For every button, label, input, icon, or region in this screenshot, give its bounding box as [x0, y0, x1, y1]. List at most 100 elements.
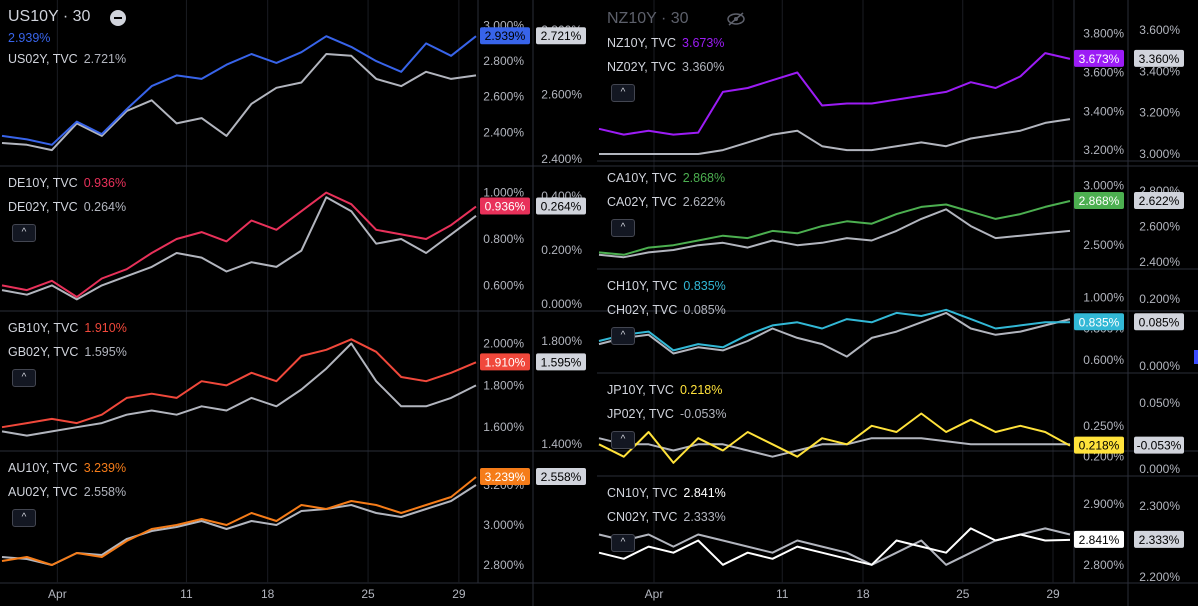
left-axis-label-CA10Y-0: 3.000% — [1083, 178, 1124, 192]
right-symbol-title[interactable]: NZ10Y · 30 — [607, 10, 689, 27]
legend-nz10y[interactable]: NZ10Y, TVC 3.673% — [607, 36, 724, 51]
price-tag-text-ch10y: 0.835% — [1079, 315, 1120, 329]
x-tick-label-left-4: 29 — [452, 587, 466, 601]
series-line-ch02y[interactable] — [598, 311, 1071, 358]
legend-cn10y[interactable]: CN10Y, TVC 2.841% — [607, 486, 726, 501]
legend-name: AU10Y, TVC — [8, 461, 78, 475]
collapse-button-gb10y[interactable]: ^ — [12, 369, 36, 387]
price-tag-cn10y — [1074, 530, 1124, 548]
price-tag-text-de10y: 0.936% — [485, 200, 526, 214]
series-line-au10y[interactable] — [1, 476, 477, 566]
legend-value: 0.218% — [679, 383, 723, 397]
legend-value: 0.936% — [83, 176, 127, 190]
series-line-cn10y[interactable] — [598, 527, 1071, 566]
right-axis-label-CN10Y-1: 2.200% — [1139, 570, 1180, 584]
price-tag-2y-text-nz10y: 3.360% — [1139, 52, 1180, 66]
right-axis-label-NZ10Y-3: 3.000% — [1139, 147, 1180, 161]
series-line-ch10y[interactable] — [598, 308, 1070, 352]
legend-nz02y[interactable]: NZ02Y, TVC 3.360% — [607, 60, 724, 75]
left-axis-label-GB10Y-0: 2.000% — [483, 336, 524, 350]
collapse-button-cn10y[interactable]: ^ — [611, 534, 635, 552]
legend-name: CH10Y, TVC — [607, 279, 678, 293]
right-axis-label-US10Y-2: 2.400% — [541, 152, 582, 166]
series-line-de02y[interactable] — [1, 196, 477, 301]
legend-au02y[interactable]: AU02Y, TVC 2.558% — [8, 485, 126, 500]
legend-ca10y[interactable]: CA10Y, TVC 2.868% — [607, 171, 725, 186]
collapse-button-au10y[interactable]: ^ — [12, 509, 36, 527]
left-axis-label-US10Y-2: 2.600% — [483, 90, 524, 104]
price-tag-2y-text-au10y: 2.558% — [541, 470, 582, 484]
left-current-value: 2.939% — [8, 31, 51, 45]
left-axis-label-CA10Y-1: 2.500% — [1083, 238, 1124, 252]
legend-name: CN02Y, TVC — [607, 510, 678, 524]
right-axis-label-GB10Y-1: 1.400% — [541, 437, 582, 451]
series-line-ca02y[interactable] — [598, 208, 1071, 259]
legend-us02y[interactable]: US02Y, TVC 2.721% — [8, 52, 126, 67]
right-axis-label-NZ10Y-2: 3.200% — [1139, 106, 1180, 120]
legend-jp10y[interactable]: JP10Y, TVC 0.218% — [607, 383, 722, 398]
price-tag-2y-text-cn10y: 2.333% — [1139, 533, 1180, 547]
legend-name: JP02Y, TVC — [607, 407, 674, 421]
collapse-button-jp10y[interactable]: ^ — [611, 431, 635, 449]
price-tag-2y-nz10y — [1134, 49, 1184, 67]
legend-de02y[interactable]: DE02Y, TVC 0.264% — [8, 200, 126, 215]
x-tick-label-left-3: 25 — [361, 587, 375, 601]
left-axis-label-DE10Y-1: 0.800% — [483, 232, 524, 246]
price-tag-2y-de10y — [536, 197, 586, 215]
legend-au10y[interactable]: AU10Y, TVC 3.239% — [8, 461, 126, 476]
legend-value: 2.558% — [83, 485, 127, 499]
legend-value: 3.673% — [682, 36, 725, 50]
legend-value: 2.721% — [83, 52, 127, 66]
price-tag-2y-cn10y — [1134, 530, 1184, 548]
legend-name: NZ10Y, TVC — [607, 36, 677, 50]
collapse-button-ch10y[interactable]: ^ — [611, 327, 635, 345]
legend-ch02y[interactable]: CH02Y, TVC 0.085% — [607, 303, 726, 318]
series-line-nz02y[interactable] — [599, 118, 1071, 155]
series-line-gb10y[interactable] — [1, 338, 477, 429]
series-line-us02y[interactable] — [1, 53, 477, 152]
left-axis-label-CH10Y-2: 0.600% — [1083, 353, 1124, 367]
series-line-jp02y[interactable] — [598, 437, 1070, 458]
right-axis-label-GB10Y-0: 1.800% — [541, 334, 582, 348]
series-line-jp10y[interactable] — [598, 412, 1071, 464]
price-tag-2y-jp10y — [1134, 436, 1184, 454]
price-tag-2y-text-ca10y: 2.622% — [1139, 194, 1180, 208]
price-tag-de10y — [480, 197, 530, 215]
legend-gb02y[interactable]: GB02Y, TVC 1.595% — [8, 345, 127, 360]
legend-name: NZ02Y, TVC — [607, 60, 677, 74]
left-axis-label-DE10Y-2: 0.600% — [483, 278, 524, 292]
left-axis-label-NZ10Y-3: 3.200% — [1083, 143, 1124, 157]
legend-jp02y[interactable]: JP02Y, TVC -0.053% — [607, 407, 727, 422]
series-line-cn02y[interactable] — [598, 527, 1071, 566]
legend-name: CA02Y, TVC — [607, 195, 677, 209]
legend-cn02y[interactable]: CN02Y, TVC 2.333% — [607, 510, 726, 525]
collapse-button-nz10y[interactable]: ^ — [611, 84, 635, 102]
series-line-nz10y[interactable] — [598, 52, 1071, 136]
eye-off-icon[interactable] — [727, 12, 745, 26]
legend-ch10y[interactable]: CH10Y, TVC 0.835% — [607, 279, 726, 294]
legend-ca02y[interactable]: CA02Y, TVC 2.622% — [607, 195, 725, 210]
series-line-gb02y[interactable] — [1, 342, 477, 437]
minus-circle-icon[interactable] — [110, 10, 126, 26]
series-line-de10y[interactable] — [1, 191, 477, 298]
scroll-indicator[interactable] — [1194, 350, 1198, 364]
collapse-button-ca10y[interactable]: ^ — [611, 219, 635, 237]
legend-gb10y[interactable]: GB10Y, TVC 1.910% — [8, 321, 127, 336]
price-tag-2y-text-de10y: 0.264% — [541, 200, 582, 214]
price-tag-2y-us10y — [536, 27, 586, 45]
series-line-ca10y[interactable] — [598, 200, 1071, 256]
legend-name: AU02Y, TVC — [8, 485, 78, 499]
collapse-button-de10y[interactable]: ^ — [12, 224, 36, 242]
price-tag-2y-text-us10y: 2.721% — [541, 29, 582, 43]
left-axis-label-CN10Y-1: 2.800% — [1083, 558, 1124, 572]
legend-name: DE10Y, TVC — [8, 176, 78, 190]
left-axis-label-GB10Y-2: 1.600% — [483, 420, 524, 434]
left-symbol-title[interactable]: US10Y · 30 — [8, 8, 91, 25]
left-axis-label-CH10Y-0: 1.000% — [1083, 290, 1124, 304]
right-axis-label-NZ10Y-1: 3.400% — [1139, 64, 1180, 78]
legend-de10y[interactable]: DE10Y, TVC 0.936% — [8, 176, 126, 191]
series-line-us10y[interactable] — [1, 35, 477, 146]
legend-name: GB02Y, TVC — [8, 345, 79, 359]
right-axis-label-CN10Y-0: 2.300% — [1139, 499, 1180, 513]
